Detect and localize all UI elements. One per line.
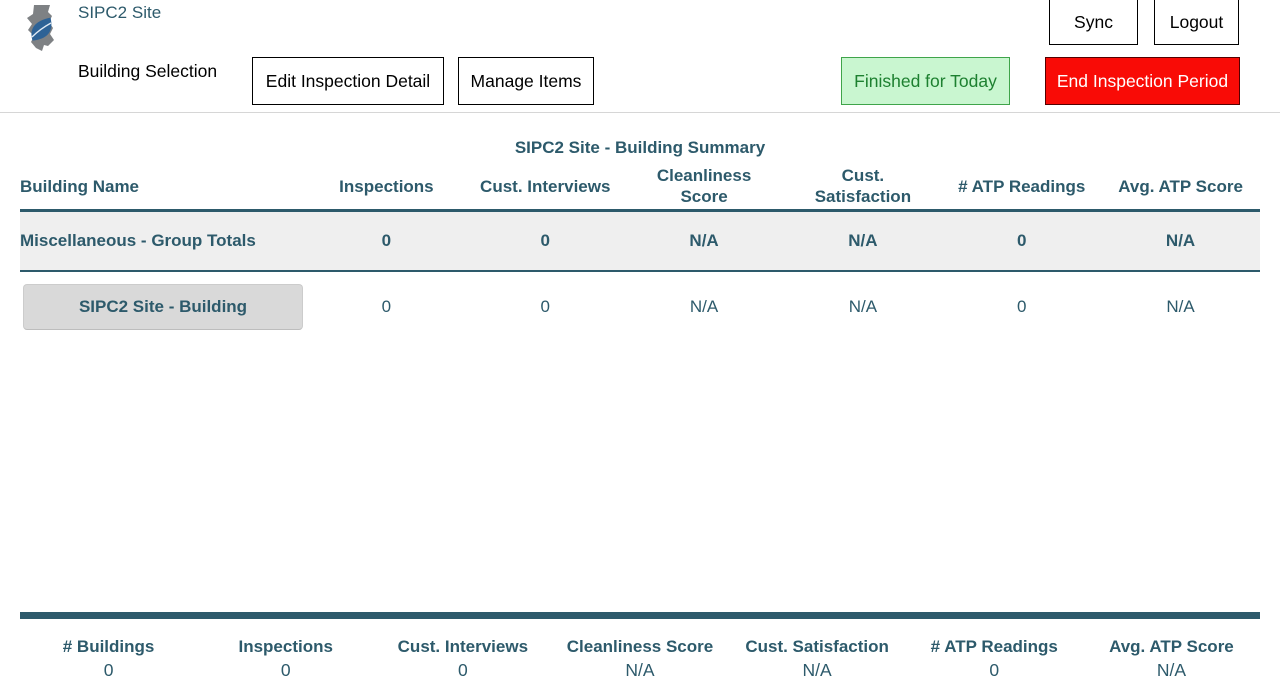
logout-button[interactable]: Logout: [1154, 0, 1239, 45]
building-inspections: 0: [381, 297, 392, 316]
group-totals-cust-interviews: 0: [540, 231, 550, 250]
edit-inspection-detail-button[interactable]: Edit Inspection Detail: [252, 57, 444, 105]
building-select-button[interactable]: SIPC2 Site - Building: [23, 284, 303, 330]
summary-value: 0: [280, 660, 291, 680]
summary-item-avg-atp-score: Avg. ATP Score N/A: [1083, 619, 1260, 681]
summary-item-inspections: Inspections 0: [197, 619, 374, 681]
column-header-building-name: Building Name: [20, 176, 140, 196]
group-totals-cleanliness-score: N/A: [689, 231, 719, 250]
manage-items-button[interactable]: Manage Items: [458, 57, 594, 105]
footer-summary-grid: # Buildings 0 Inspections 0 Cust. Interv…: [20, 619, 1260, 681]
site-home-link[interactable]: SIPC2 Site: [78, 3, 162, 22]
column-header-cleanliness-score: Cleanliness Score: [656, 166, 752, 206]
summary-value: N/A: [1156, 660, 1186, 680]
column-header-cust-satisfaction: Cust. Satisfaction: [814, 166, 912, 206]
summary-label: # Buildings: [62, 637, 155, 656]
summary-item-cleanliness-score: Cleanliness Score N/A: [551, 619, 728, 681]
summary-item-atp-readings: # ATP Readings 0: [906, 619, 1083, 681]
summary-label: Inspections: [238, 637, 333, 656]
group-totals-avg-atp-score: N/A: [1165, 231, 1196, 250]
group-totals-inspections: 0: [381, 231, 392, 250]
group-totals-name: Miscellaneous - Group Totals: [20, 231, 256, 250]
summary-label: Avg. ATP Score: [1109, 637, 1234, 656]
building-atp-readings: 0: [1017, 297, 1027, 316]
summary-value: 0: [457, 660, 468, 680]
summary-label: Cleanliness Score: [566, 637, 714, 656]
building-cust-interviews: 0: [540, 297, 550, 316]
summary-value: 0: [989, 660, 1000, 680]
summary-label: Cust. Satisfaction: [745, 637, 889, 656]
summary-value: 0: [103, 660, 114, 680]
building-cleanliness-score: N/A: [689, 297, 719, 316]
finished-for-today-button[interactable]: Finished for Today: [841, 57, 1010, 105]
building-cust-satisfaction: N/A: [848, 297, 878, 316]
table-title: SIPC2 Site - Building Summary: [514, 138, 766, 157]
sync-button[interactable]: Sync: [1049, 0, 1138, 45]
group-totals-cust-satisfaction: N/A: [848, 231, 878, 250]
summary-item-buildings: # Buildings 0: [20, 619, 197, 681]
illinois-state-leaf-logo-icon: [22, 4, 58, 52]
table-header-row: Building Name Inspections Cust. Intervie…: [20, 163, 1260, 212]
summary-value: N/A: [802, 660, 832, 680]
summary-label: Cust. Interviews: [397, 637, 529, 656]
page-title: Building Selection: [78, 61, 218, 81]
summary-item-cust-interviews: Cust. Interviews 0: [374, 619, 551, 681]
site-summary-footer: # Buildings 0 Inspections 0 Cust. Interv…: [0, 612, 1280, 681]
building-cell: SIPC2 Site - Building: [20, 284, 307, 330]
app-header: SIPC2 Site Sync Logout Building Selectio…: [0, 0, 1280, 113]
column-header-avg-atp-score: Avg. ATP Score: [1118, 176, 1243, 196]
footer-divider-bar: [20, 612, 1260, 619]
summary-item-cust-satisfaction: Cust. Satisfaction N/A: [729, 619, 906, 681]
summary-label: # ATP Readings: [930, 637, 1058, 656]
column-header-cust-interviews: Cust. Interviews: [480, 176, 611, 196]
summary-value: N/A: [625, 660, 655, 680]
table-row-building: SIPC2 Site - Building 0 0 N/A N/A 0 N/A: [20, 272, 1260, 342]
building-summary-table: SIPC2 Site - Building Summary Building N…: [20, 138, 1260, 342]
end-inspection-period-button[interactable]: End Inspection Period: [1045, 57, 1240, 105]
column-header-inspections: Inspections: [339, 176, 434, 196]
building-avg-atp-score: N/A: [1166, 297, 1195, 316]
table-row-group-totals: Miscellaneous - Group Totals 0 0 N/A N/A…: [20, 212, 1260, 272]
column-header-atp-readings: # ATP Readings: [958, 176, 1086, 196]
group-totals-atp-readings: 0: [1017, 231, 1027, 250]
